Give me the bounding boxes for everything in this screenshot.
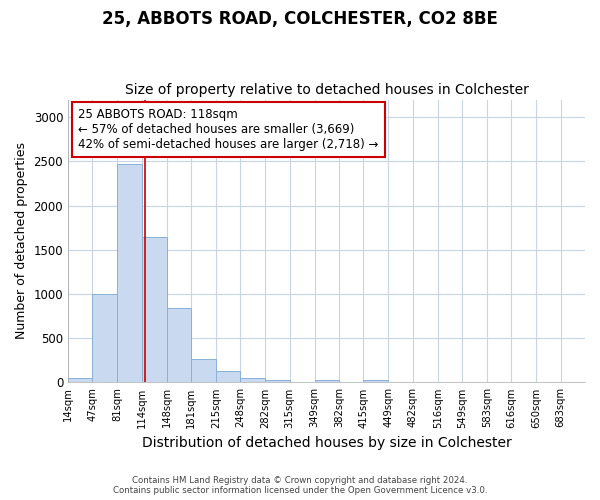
Bar	[167, 308, 191, 382]
Text: Contains HM Land Registry data © Crown copyright and database right 2024.
Contai: Contains HM Land Registry data © Crown c…	[113, 476, 487, 495]
Bar	[364, 380, 388, 382]
Bar	[142, 236, 167, 382]
Y-axis label: Number of detached properties: Number of detached properties	[15, 142, 28, 340]
Text: 25 ABBOTS ROAD: 118sqm
← 57% of detached houses are smaller (3,669)
42% of semi-: 25 ABBOTS ROAD: 118sqm ← 57% of detached…	[79, 108, 379, 151]
Bar	[118, 164, 142, 382]
Bar	[68, 378, 92, 382]
Bar	[216, 371, 241, 382]
Bar	[191, 358, 216, 382]
Text: 25, ABBOTS ROAD, COLCHESTER, CO2 8BE: 25, ABBOTS ROAD, COLCHESTER, CO2 8BE	[102, 10, 498, 28]
X-axis label: Distribution of detached houses by size in Colchester: Distribution of detached houses by size …	[142, 436, 511, 450]
Bar	[241, 378, 265, 382]
Bar	[265, 380, 290, 382]
Bar	[315, 380, 339, 382]
Title: Size of property relative to detached houses in Colchester: Size of property relative to detached ho…	[125, 83, 529, 97]
Bar	[92, 294, 118, 382]
